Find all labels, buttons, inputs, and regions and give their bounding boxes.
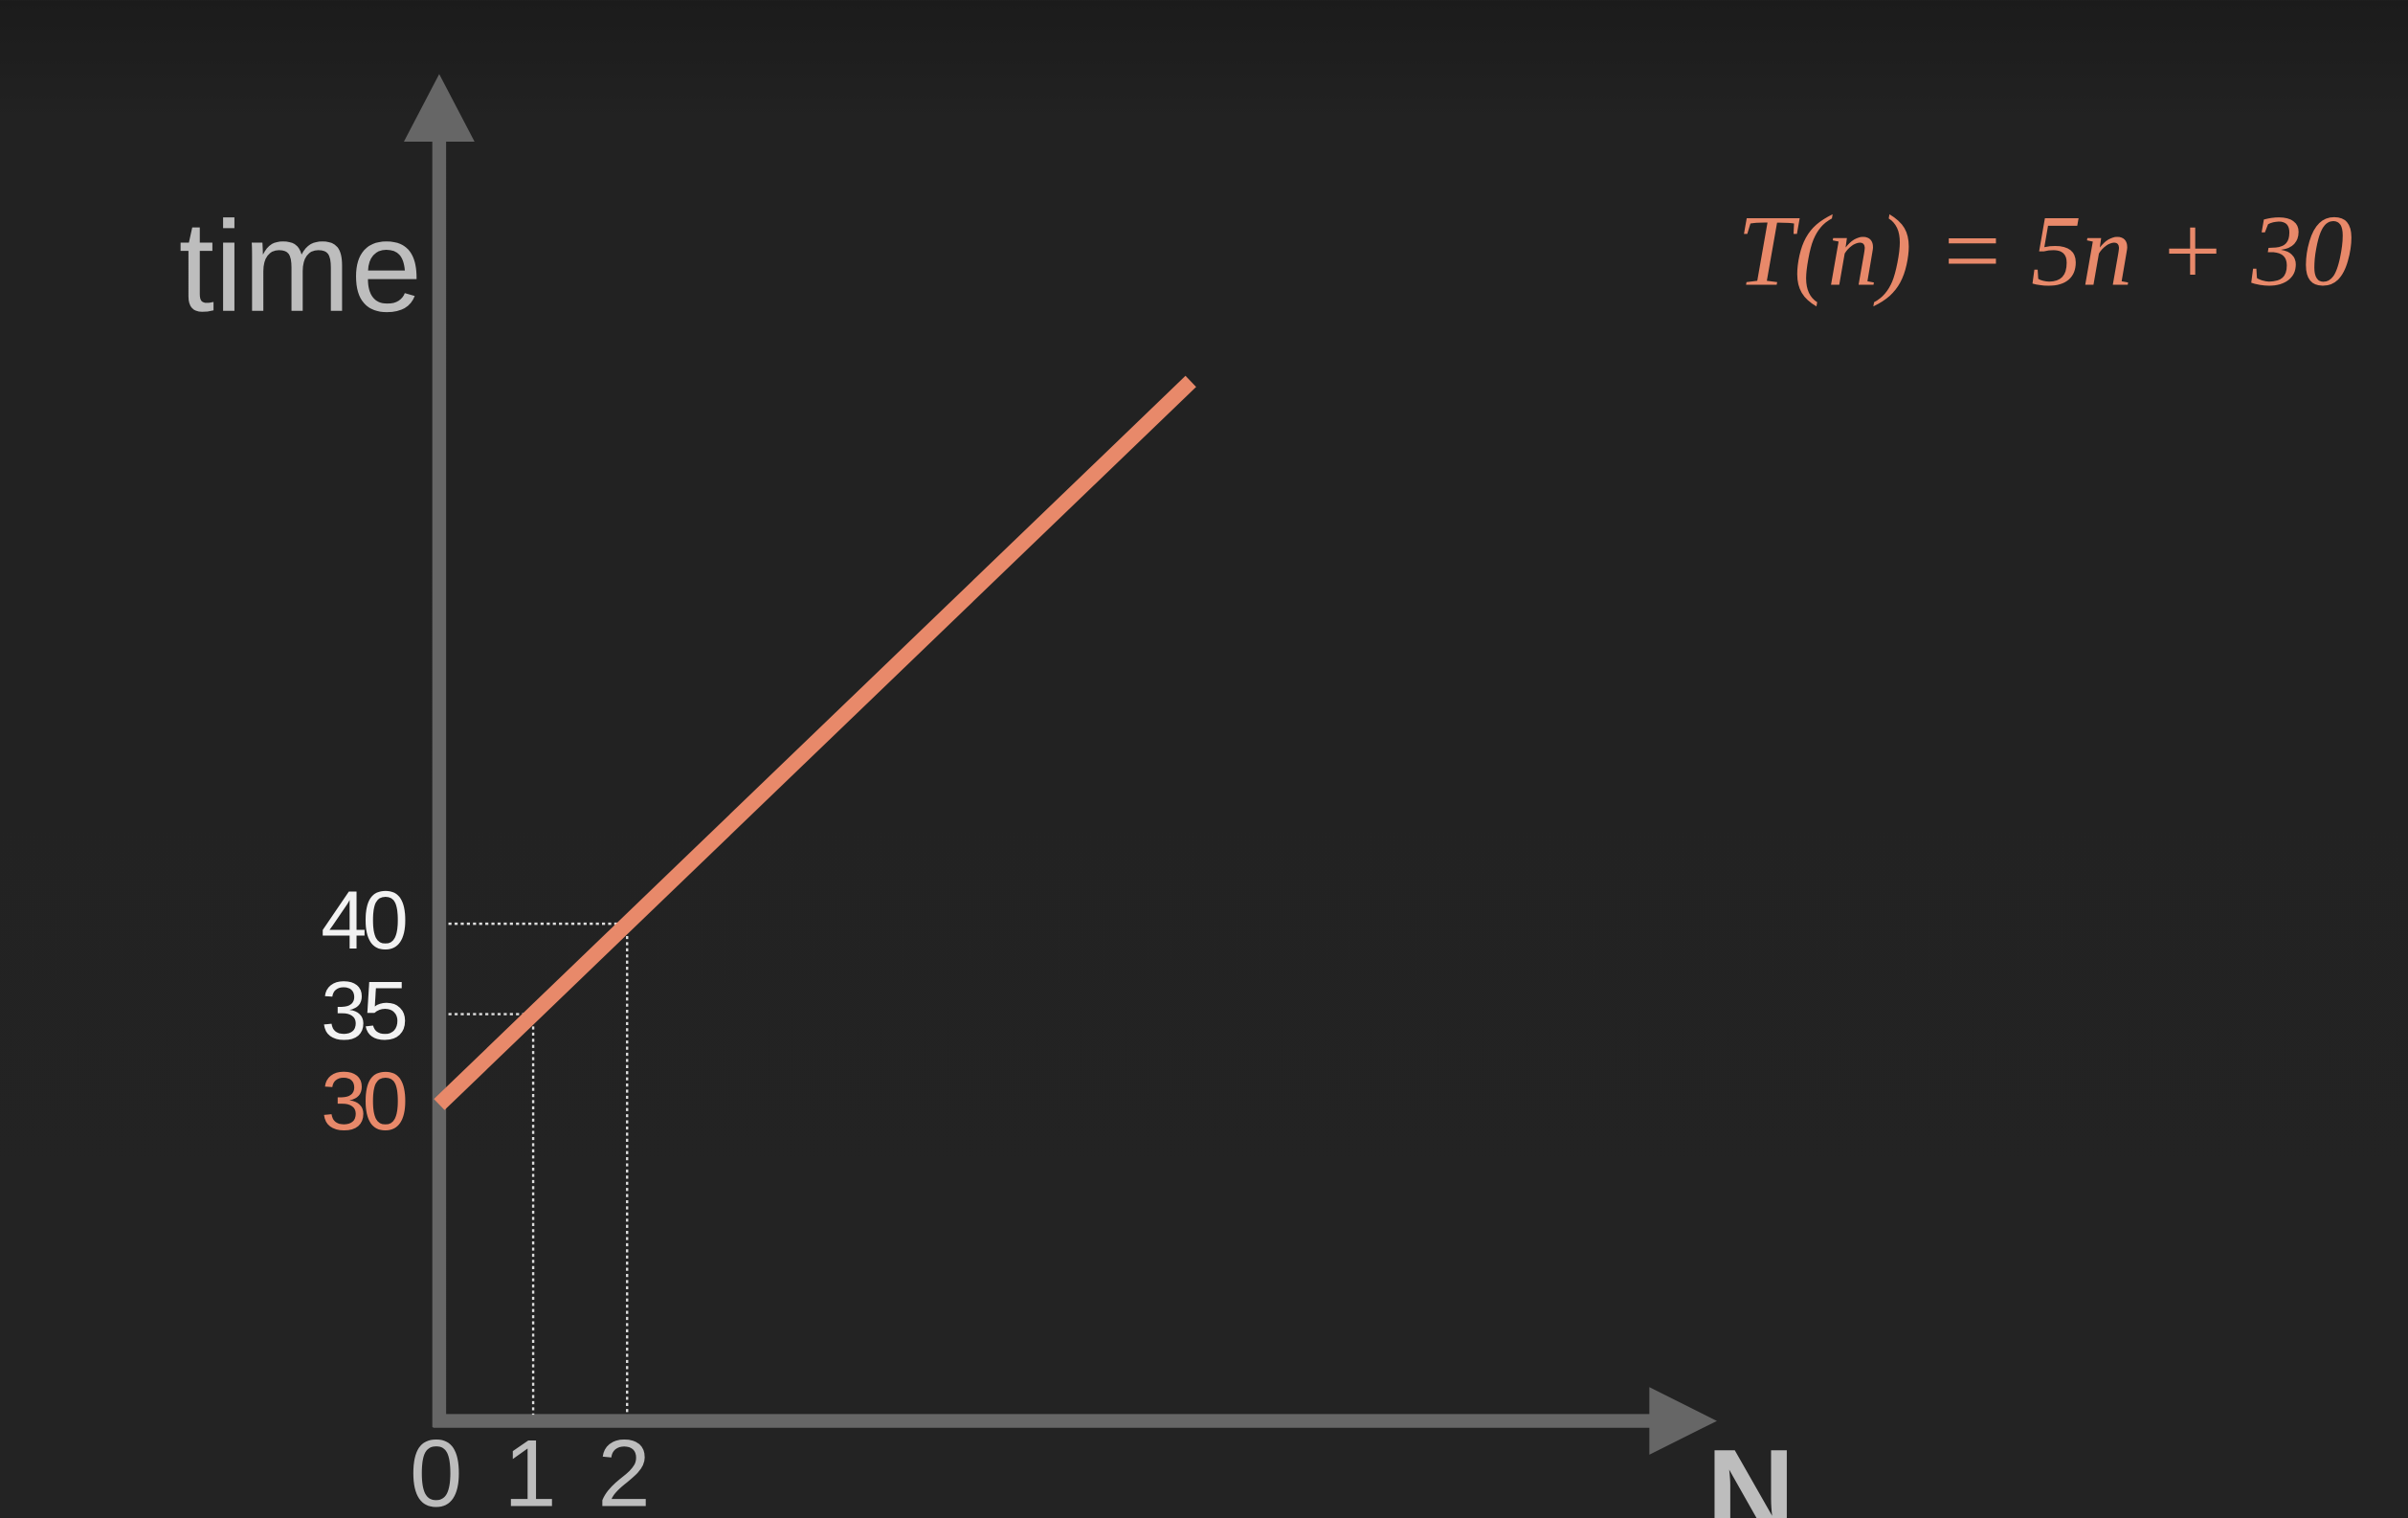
x-axis-label: N bbox=[1706, 1425, 1795, 1518]
formula: T(n) = 5n + 30 bbox=[1737, 194, 2352, 306]
x-tick-label: 2 bbox=[597, 1420, 650, 1518]
x-axis-arrow bbox=[1649, 1387, 1717, 1455]
y-tick-label: 35 bbox=[321, 966, 405, 1058]
y-axis-label: time bbox=[179, 194, 423, 339]
x-tick-label: 1 bbox=[503, 1420, 556, 1518]
y-tick-label: 40 bbox=[321, 875, 405, 967]
y-axis-arrow bbox=[404, 74, 475, 142]
x-tick-label: 0 bbox=[410, 1420, 462, 1518]
y-tick-label: 30 bbox=[321, 1056, 405, 1148]
data-line bbox=[434, 375, 1196, 1110]
